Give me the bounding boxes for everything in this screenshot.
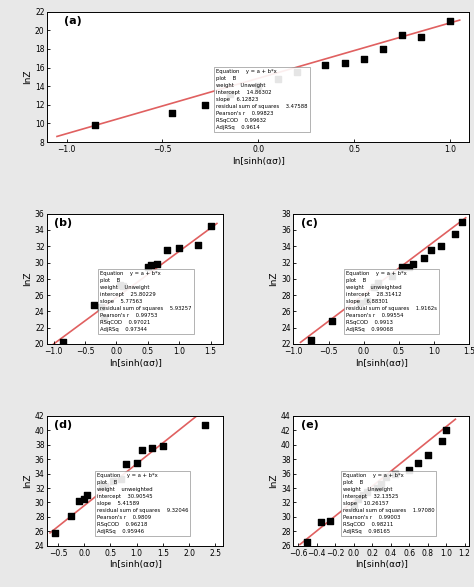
Point [399, 262, 406, 271]
Point [207, 221, 214, 231]
Point [360, 55, 368, 64]
Point [388, 272, 396, 281]
Point [75, 497, 82, 506]
Point [378, 480, 385, 489]
Point [154, 259, 161, 269]
X-axis label: ln[sinh(ασ)]: ln[sinh(ασ)] [109, 359, 162, 367]
Point [116, 281, 123, 290]
Point [144, 262, 152, 271]
Point [405, 465, 413, 475]
Point [148, 444, 156, 453]
Text: Equation    y = a + b*x
plot    B
weight    Unweight
intercept    14.86302
slope: Equation y = a + b*x plot B weight Unwei… [216, 69, 308, 130]
Point [327, 516, 334, 525]
Point [97, 303, 105, 312]
Text: Equation    y = a + b*x
plot    B
weight    unweighted
intercept    28.31412
slo: Equation y = a + b*x plot B weight unwei… [346, 271, 437, 332]
X-axis label: ln[sinh(ασ)]: ln[sinh(ασ)] [109, 561, 162, 569]
Point [83, 491, 91, 500]
Y-axis label: lnZ: lnZ [23, 272, 32, 286]
Text: (d): (d) [55, 420, 73, 430]
Point [359, 491, 367, 500]
Point [350, 501, 357, 511]
Y-axis label: lnZ: lnZ [269, 272, 278, 286]
Point [91, 300, 98, 309]
Point [201, 100, 209, 110]
Point [328, 316, 336, 326]
Point [427, 245, 434, 255]
Point [341, 58, 348, 68]
Point [374, 278, 382, 288]
Point [109, 476, 117, 485]
Point [303, 538, 311, 547]
X-axis label: ln[sinh(ασ)]: ln[sinh(ασ)] [232, 157, 285, 166]
Point [438, 436, 445, 446]
Point [373, 483, 381, 492]
Point [364, 296, 371, 305]
Point [415, 458, 422, 467]
Point [159, 441, 167, 451]
Point [322, 60, 329, 69]
Text: Equation    y = a + b*x
plot    B
weight    Unweight
intercept    25.80229
slope: Equation y = a + b*x plot B weight Unwei… [100, 271, 191, 332]
Point [438, 242, 445, 251]
Point [371, 282, 378, 292]
Y-axis label: lnZ: lnZ [23, 70, 32, 84]
Point [418, 32, 425, 42]
Point [392, 469, 399, 478]
Point [201, 420, 209, 430]
Point [273, 74, 281, 83]
Y-axis label: lnZ: lnZ [23, 474, 32, 488]
Point [293, 68, 301, 77]
Text: (c): (c) [301, 218, 318, 228]
Text: Equation    y = a + b*x
plot    B
weight    Unweight
intercept    32.13525
slope: Equation y = a + b*x plot B weight Unwei… [343, 473, 434, 534]
Point [307, 335, 315, 345]
Point [442, 426, 450, 435]
Point [91, 120, 99, 130]
Text: (a): (a) [64, 16, 82, 26]
Point [447, 16, 454, 26]
Point [356, 299, 364, 308]
Point [364, 487, 371, 497]
Point [409, 259, 417, 269]
Point [451, 230, 459, 239]
Point [67, 511, 75, 520]
X-axis label: ln[sinh(ασ)]: ln[sinh(ασ)] [355, 359, 408, 367]
Point [52, 528, 59, 538]
Point [406, 262, 413, 271]
Point [194, 240, 202, 249]
Point [100, 313, 108, 323]
Point [138, 446, 146, 455]
Point [420, 254, 428, 263]
Point [119, 281, 127, 291]
Point [379, 44, 387, 53]
Point [175, 243, 183, 252]
Point [80, 494, 88, 504]
Text: (e): (e) [301, 420, 318, 430]
Point [458, 217, 466, 227]
Point [59, 338, 67, 347]
Point [424, 451, 431, 460]
Text: (b): (b) [55, 218, 73, 228]
Point [355, 494, 362, 504]
Point [255, 82, 262, 91]
Point [382, 473, 390, 482]
Point [147, 260, 155, 269]
Point [99, 481, 106, 491]
Point [318, 517, 325, 527]
Point [122, 460, 130, 469]
Point [117, 474, 125, 483]
Point [101, 481, 109, 491]
Point [133, 458, 140, 467]
Y-axis label: lnZ: lnZ [269, 474, 278, 488]
Point [163, 245, 171, 255]
Point [398, 31, 406, 40]
Text: Equation    y = a + b*x
plot    B
weight    unweighted
intercept    30.90545
slo: Equation y = a + b*x plot B weight unwei… [97, 473, 188, 534]
X-axis label: ln[sinh(ασ)]: ln[sinh(ασ)] [355, 561, 408, 569]
Point [226, 89, 233, 99]
Point [168, 109, 176, 118]
